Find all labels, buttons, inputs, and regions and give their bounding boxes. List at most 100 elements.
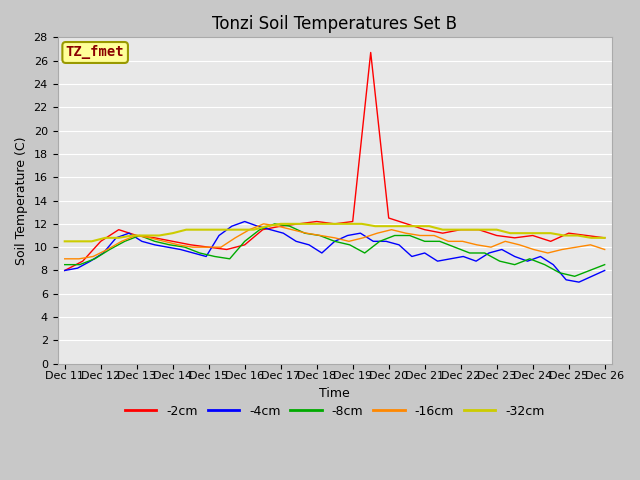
-8cm (256, 227, 264, 232)
-32cm (426, 223, 433, 229)
Line: -4cm: -4cm (65, 221, 605, 282)
-4cm (395, 242, 403, 248)
-2cm (439, 230, 447, 236)
-4cm (151, 242, 159, 248)
-8cm (496, 258, 504, 264)
-4cm (549, 262, 557, 267)
-8cm (466, 250, 474, 256)
-16cm (516, 242, 524, 248)
-16cm (132, 233, 140, 239)
-32cm (588, 235, 595, 240)
-8cm (301, 230, 308, 236)
-8cm (571, 274, 579, 279)
-4cm (434, 258, 442, 264)
-32cm (574, 233, 582, 239)
-8cm (511, 262, 518, 267)
-32cm (88, 239, 95, 244)
Line: -16cm: -16cm (65, 224, 605, 259)
-32cm (547, 230, 554, 236)
-32cm (331, 221, 339, 227)
-32cm (317, 221, 325, 227)
-2cm (421, 227, 429, 232)
-16cm (246, 227, 253, 232)
-32cm (250, 227, 257, 232)
-4cm (524, 258, 531, 264)
-32cm (344, 221, 352, 227)
-2cm (367, 49, 374, 55)
-16cm (75, 256, 83, 262)
-16cm (473, 242, 481, 248)
-16cm (430, 233, 438, 239)
-4cm (498, 247, 506, 252)
-8cm (436, 239, 444, 244)
-8cm (286, 223, 294, 229)
-4cm (125, 230, 133, 236)
-2cm (205, 244, 212, 250)
-8cm (346, 242, 353, 248)
-32cm (291, 221, 298, 227)
-4cm (472, 258, 480, 264)
-8cm (91, 256, 99, 262)
-8cm (241, 239, 248, 244)
Line: -2cm: -2cm (65, 52, 605, 270)
-32cm (601, 235, 609, 240)
-4cm (460, 253, 467, 259)
-8cm (226, 256, 234, 262)
-32cm (277, 221, 285, 227)
-4cm (86, 258, 94, 264)
-2cm (583, 233, 591, 239)
-4cm (228, 223, 236, 229)
-16cm (90, 253, 97, 259)
-2cm (115, 227, 123, 232)
-16cm (459, 239, 467, 244)
-4cm (202, 253, 210, 259)
-8cm (541, 262, 548, 267)
-32cm (304, 221, 312, 227)
-8cm (181, 244, 189, 250)
-32cm (561, 233, 568, 239)
-4cm (447, 256, 454, 262)
-4cm (253, 223, 261, 229)
-2cm (259, 227, 266, 232)
-2cm (403, 221, 410, 227)
-16cm (189, 244, 196, 250)
-8cm (121, 239, 129, 244)
Legend: -2cm, -4cm, -8cm, -16cm, -32cm: -2cm, -4cm, -8cm, -16cm, -32cm (120, 400, 550, 423)
-8cm (481, 250, 488, 256)
-8cm (271, 221, 278, 227)
-16cm (175, 242, 182, 248)
Title: Tonzi Soil Temperatures Set B: Tonzi Soil Temperatures Set B (212, 15, 457, 33)
-2cm (187, 242, 195, 248)
-32cm (412, 223, 420, 229)
-32cm (182, 227, 190, 232)
-32cm (439, 227, 447, 232)
-2cm (511, 235, 518, 240)
-2cm (385, 215, 392, 221)
-32cm (115, 235, 123, 240)
-8cm (361, 250, 369, 256)
-8cm (76, 262, 84, 267)
-32cm (209, 227, 217, 232)
-2cm (151, 235, 159, 240)
-4cm (408, 253, 415, 259)
-4cm (369, 239, 377, 244)
-8cm (601, 262, 609, 267)
-4cm (112, 235, 120, 240)
-4cm (164, 244, 172, 250)
-16cm (217, 244, 225, 250)
-32cm (385, 223, 392, 229)
-2cm (241, 242, 248, 248)
-32cm (479, 227, 487, 232)
-8cm (316, 233, 324, 239)
-4cm (382, 239, 390, 244)
-16cm (572, 244, 580, 250)
-32cm (236, 227, 244, 232)
-2cm (457, 227, 465, 232)
-8cm (166, 242, 173, 248)
-4cm (536, 253, 544, 259)
-16cm (118, 239, 125, 244)
-32cm (156, 233, 163, 239)
-8cm (586, 267, 593, 273)
X-axis label: Time: Time (319, 387, 350, 400)
-2cm (493, 233, 500, 239)
